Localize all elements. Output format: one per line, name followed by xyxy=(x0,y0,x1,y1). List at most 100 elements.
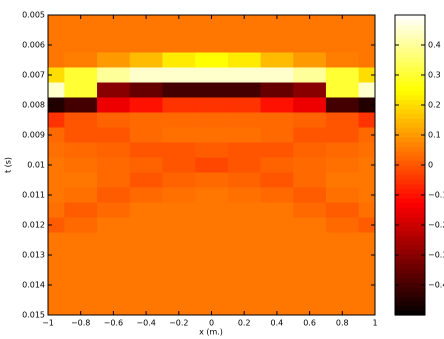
heatmap-cell xyxy=(129,202,163,218)
heatmap-cell xyxy=(227,172,262,188)
heatmap-cell xyxy=(97,157,131,173)
heatmap-cell xyxy=(325,112,360,128)
colorbar-cell xyxy=(395,263,425,269)
heatmap-cell xyxy=(129,22,163,38)
heatmap-cell xyxy=(358,112,375,128)
heatmap-cell xyxy=(260,277,294,293)
heatmap-cell xyxy=(64,82,98,98)
x-tick-label: −0.2 xyxy=(169,319,188,328)
heatmap-cell xyxy=(293,97,327,113)
x-tick-label: 0.2 xyxy=(238,319,251,328)
y-tick-label: 0.013 xyxy=(22,251,45,260)
heatmap-cell xyxy=(325,277,360,293)
y-tick-label: 0.01 xyxy=(27,161,45,170)
heatmap-cell xyxy=(227,157,262,173)
heatmap-cell xyxy=(293,127,327,143)
heatmap-cell xyxy=(260,157,294,173)
colorbar-cell xyxy=(395,310,425,316)
heatmap-cell xyxy=(325,142,360,158)
y-tick-label: 0.008 xyxy=(22,101,45,110)
heatmap-cell xyxy=(129,172,163,188)
heatmap-cell xyxy=(293,187,327,203)
colorbar-cell xyxy=(395,43,425,49)
colorbar-tick-label: 0.4 xyxy=(428,41,441,50)
heatmap-cell xyxy=(227,52,262,68)
heatmap-cell xyxy=(358,22,375,38)
colorbar-cell xyxy=(395,94,425,100)
heatmap-cell xyxy=(64,187,98,203)
x-tick-label: −1 xyxy=(42,319,54,328)
heatmap-cell xyxy=(358,97,375,113)
colorbar-cell xyxy=(395,15,425,21)
heatmap-cell xyxy=(293,292,327,308)
heatmap-cell xyxy=(48,52,65,68)
heatmap-cell xyxy=(358,52,375,68)
heatmap-cell xyxy=(64,22,98,38)
heatmap-cell xyxy=(227,292,262,308)
heatmap-cell xyxy=(162,97,196,113)
heatmap-cell xyxy=(48,67,65,83)
colorbar-cell xyxy=(395,282,425,288)
heatmap-cell xyxy=(325,232,360,248)
heatmap-cell xyxy=(293,247,327,263)
heatmap-cell xyxy=(227,142,262,158)
x-tick-label: 0.8 xyxy=(336,319,349,328)
heatmap-cell xyxy=(227,67,262,83)
colorbar-cell xyxy=(395,146,425,152)
heatmap-cell xyxy=(48,142,65,158)
heatmap-cell xyxy=(195,187,229,203)
colorbar-cell xyxy=(395,249,425,255)
heatmap-cell xyxy=(97,172,131,188)
heatmap-cell xyxy=(260,202,294,218)
heatmap-cell xyxy=(64,127,98,143)
heatmap-cell xyxy=(325,97,360,113)
heatmap-cell xyxy=(162,277,196,293)
colorbar-cell xyxy=(395,305,425,311)
heatmap-cell xyxy=(64,262,98,278)
heatmap-cell xyxy=(195,142,229,158)
heatmap-cell xyxy=(162,142,196,158)
heatmap-cell xyxy=(227,277,262,293)
heatmap-cell xyxy=(162,37,196,53)
heatmap-cell xyxy=(227,82,262,98)
colorbar-cell xyxy=(395,300,425,307)
heatmap-cell xyxy=(195,82,229,98)
colorbar-cell xyxy=(395,254,425,260)
heatmap-cell xyxy=(260,22,294,38)
heatmap-cell xyxy=(64,112,98,128)
colorbar-cell xyxy=(395,216,425,222)
heatmap-cell xyxy=(162,187,196,203)
heatmap-cell xyxy=(97,292,131,308)
heatmap-cell xyxy=(162,157,196,173)
heatmap-cell xyxy=(64,292,98,308)
heatmap-cell xyxy=(48,172,65,188)
heatmap-cell xyxy=(260,187,294,203)
heatmap-cell xyxy=(260,127,294,143)
colorbar-cell xyxy=(395,47,425,54)
heatmap-cell xyxy=(227,112,262,128)
heatmap-cell xyxy=(293,142,327,158)
heatmap-cell xyxy=(227,247,262,263)
heatmap-cell xyxy=(293,202,327,218)
heatmap-cell xyxy=(358,262,375,278)
y-tick-label: 0.011 xyxy=(22,191,45,200)
heatmap-cell xyxy=(48,217,65,233)
heatmap-cell xyxy=(260,52,294,68)
heatmap-cell xyxy=(129,112,163,128)
colorbar-cell xyxy=(395,75,425,82)
heatmap-cell xyxy=(358,202,375,218)
heatmap-cell xyxy=(97,22,131,38)
heatmap-cell xyxy=(227,22,262,38)
heatmap-cell xyxy=(325,37,360,53)
heatmap-cell xyxy=(260,262,294,278)
heatmap-cell xyxy=(195,67,229,83)
heatmap-cell xyxy=(97,247,131,263)
heatmap-cell xyxy=(293,172,327,188)
heatmap-cell xyxy=(195,292,229,308)
heatmap-cell xyxy=(162,52,196,68)
y-tick-label: 0.015 xyxy=(22,311,45,320)
heatmap-cell xyxy=(358,277,375,293)
y-tick-label: 0.014 xyxy=(22,281,45,290)
heatmap-cell xyxy=(64,277,98,293)
